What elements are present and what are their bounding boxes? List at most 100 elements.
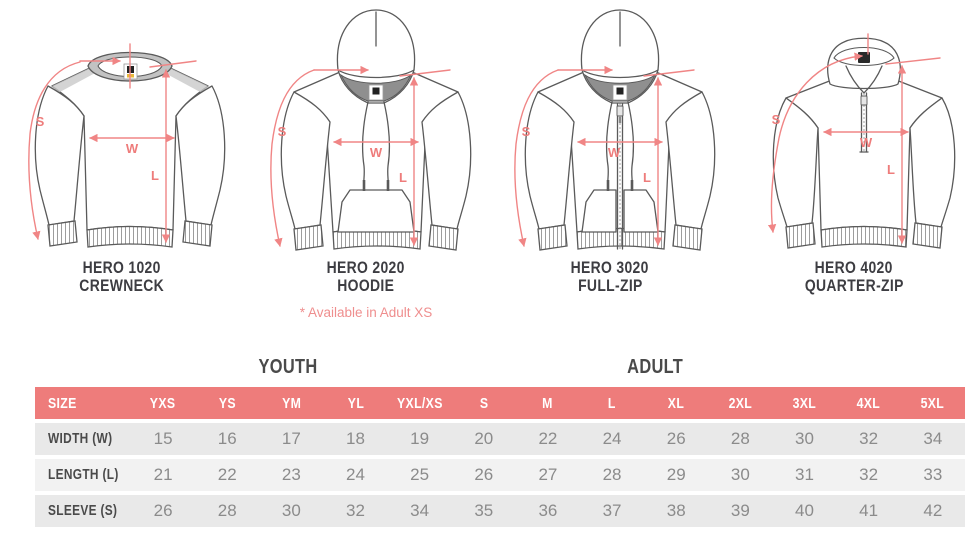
size-column-header: XL: [644, 387, 709, 419]
garment-model: HERO 2020: [326, 258, 406, 277]
crewneck-diagram: S W L: [28, 43, 226, 248]
hood: [580, 9, 660, 104]
sleeve-measure-label: S: [36, 114, 45, 129]
size-value: 24: [579, 423, 645, 455]
size-column-header: L: [579, 387, 645, 419]
garment-diagrams: S W L HERO 1020 CREWNECK: [0, 0, 976, 332]
fullzip-body: [524, 9, 716, 251]
row-label: LENGTH (L): [35, 459, 131, 491]
size-column-header: YXS: [131, 387, 196, 419]
fullzip-diagram: S W L: [514, 9, 716, 251]
size-value: 34: [387, 495, 452, 527]
ribbed-cuff: [537, 224, 568, 251]
drawstrings: [605, 101, 635, 191]
size-value: 41: [836, 495, 901, 527]
width-measure-label: W: [126, 141, 139, 156]
pocket-right: [623, 189, 659, 233]
size-column-header: 4XL: [836, 387, 901, 419]
kangaroo-pocket: [337, 189, 415, 233]
zipper-pull: [616, 105, 624, 117]
size-value: 18: [323, 423, 388, 455]
garment-model: HERO 1020: [82, 258, 162, 277]
hoodie-body: [280, 9, 472, 251]
quarterzip-diagram: S W L: [767, 33, 956, 249]
size-table-corner-header: SIZE: [35, 387, 131, 419]
hoodie-diagram: S W L: [270, 9, 472, 251]
garment-type: CREWNECK: [79, 275, 165, 295]
size-value: 31: [772, 459, 837, 491]
size-value: 28: [708, 423, 773, 455]
garment-caption: HERO 4020 QUARTER-ZIP: [732, 259, 976, 294]
garment-model: HERO 3020: [570, 258, 650, 277]
ribbed-cuff: [293, 224, 324, 251]
size-value: 25: [387, 459, 452, 491]
ribbed-cuff: [182, 220, 213, 247]
length-measure-label: L: [887, 162, 895, 177]
garment-type: HOODIE: [337, 275, 395, 295]
table-row: SLEEVE (S) 26 28 30 32 34 35 36 37 38 39 40 41 42: [35, 495, 965, 527]
size-value: 32: [836, 459, 901, 491]
measurement-arrows: S W L: [514, 65, 695, 247]
size-value: 42: [900, 495, 965, 527]
garment-fullzip: S W L HERO 3020 FULL-ZIP: [488, 0, 732, 332]
width-measure-label: W: [608, 145, 621, 160]
size-value: 20: [451, 423, 516, 455]
size-column-header: M: [515, 387, 580, 419]
size-table-section: YOUTH ADULT SIZE YXS YS YM YL YXL/XS S M L XL 2XL 3…: [0, 332, 979, 550]
garment-caption: HERO 1020 CREWNECK: [0, 259, 244, 294]
ribbed-cuff: [912, 222, 943, 249]
size-table-body: WIDTH (W) 15 16 17 18 19 20 22 24 26 28 30 32 34 LENGT…: [35, 423, 965, 527]
size-column-header: 5XL: [900, 387, 965, 419]
size-value: 17: [259, 423, 324, 455]
size-value: 38: [644, 495, 709, 527]
size-value: 22: [195, 459, 260, 491]
size-value: 33: [900, 459, 965, 491]
table-row: WIDTH (W) 15 16 17 18 19 20 22 24 26 28 30 32 34: [35, 423, 965, 455]
length-measure-label: L: [399, 170, 407, 185]
garment-hoodie: S W L HERO 2020 HOODIE * Available in Ad…: [244, 0, 488, 332]
size-value: 32: [323, 495, 388, 527]
size-value: 19: [387, 423, 452, 455]
size-value: 30: [772, 423, 837, 455]
section-label-youth: YOUTH: [258, 356, 318, 378]
size-column-header: 3XL: [772, 387, 837, 419]
ribbed-cuff: [47, 220, 78, 247]
size-value: 35: [451, 495, 516, 527]
size-column-header: 2XL: [708, 387, 773, 419]
size-value: 26: [644, 423, 709, 455]
size-value: 39: [708, 495, 773, 527]
size-column-header: YS: [195, 387, 260, 419]
length-measure-label: L: [151, 168, 159, 183]
sleeve-measure-label: S: [772, 112, 781, 127]
pocket-left: [581, 189, 617, 233]
size-value: 37: [579, 495, 645, 527]
size-column-header: YXL/XS: [387, 387, 452, 419]
garment-type: FULL-ZIP: [577, 275, 643, 295]
size-value: 34: [900, 423, 965, 455]
garment-crewneck: S W L HERO 1020 CREWNECK: [0, 0, 244, 332]
ribbed-cuff: [672, 224, 703, 251]
size-table-header-row: SIZE YXS YS YM YL YXL/XS S M L XL 2XL 3XL 4XL 5XL: [35, 387, 965, 419]
size-value: 22: [515, 423, 580, 455]
size-column-header: YM: [259, 387, 324, 419]
measurement-arrows: S W L: [270, 65, 451, 247]
sleeve-measure-label: S: [278, 124, 287, 139]
ribbed-cuff: [428, 224, 459, 251]
garment-caption: HERO 3020 FULL-ZIP: [488, 259, 732, 294]
width-measure-label: W: [860, 135, 873, 150]
hood: [336, 9, 416, 104]
sleeve-measure-label: S: [522, 124, 531, 139]
size-value: 28: [195, 495, 260, 527]
measurement-arrows: S W L: [767, 33, 941, 244]
size-value: 23: [259, 459, 324, 491]
size-value: 28: [579, 459, 645, 491]
measurement-arrows: S W L: [28, 43, 197, 243]
size-value: 24: [323, 459, 388, 491]
stand-collar: [827, 37, 901, 94]
garment-caption: HERO 2020 HOODIE: [244, 259, 488, 294]
size-value: 40: [772, 495, 837, 527]
garment-model: HERO 4020: [814, 258, 894, 277]
size-value: 26: [451, 459, 516, 491]
size-value: 32: [836, 423, 901, 455]
size-value: 27: [515, 459, 580, 491]
